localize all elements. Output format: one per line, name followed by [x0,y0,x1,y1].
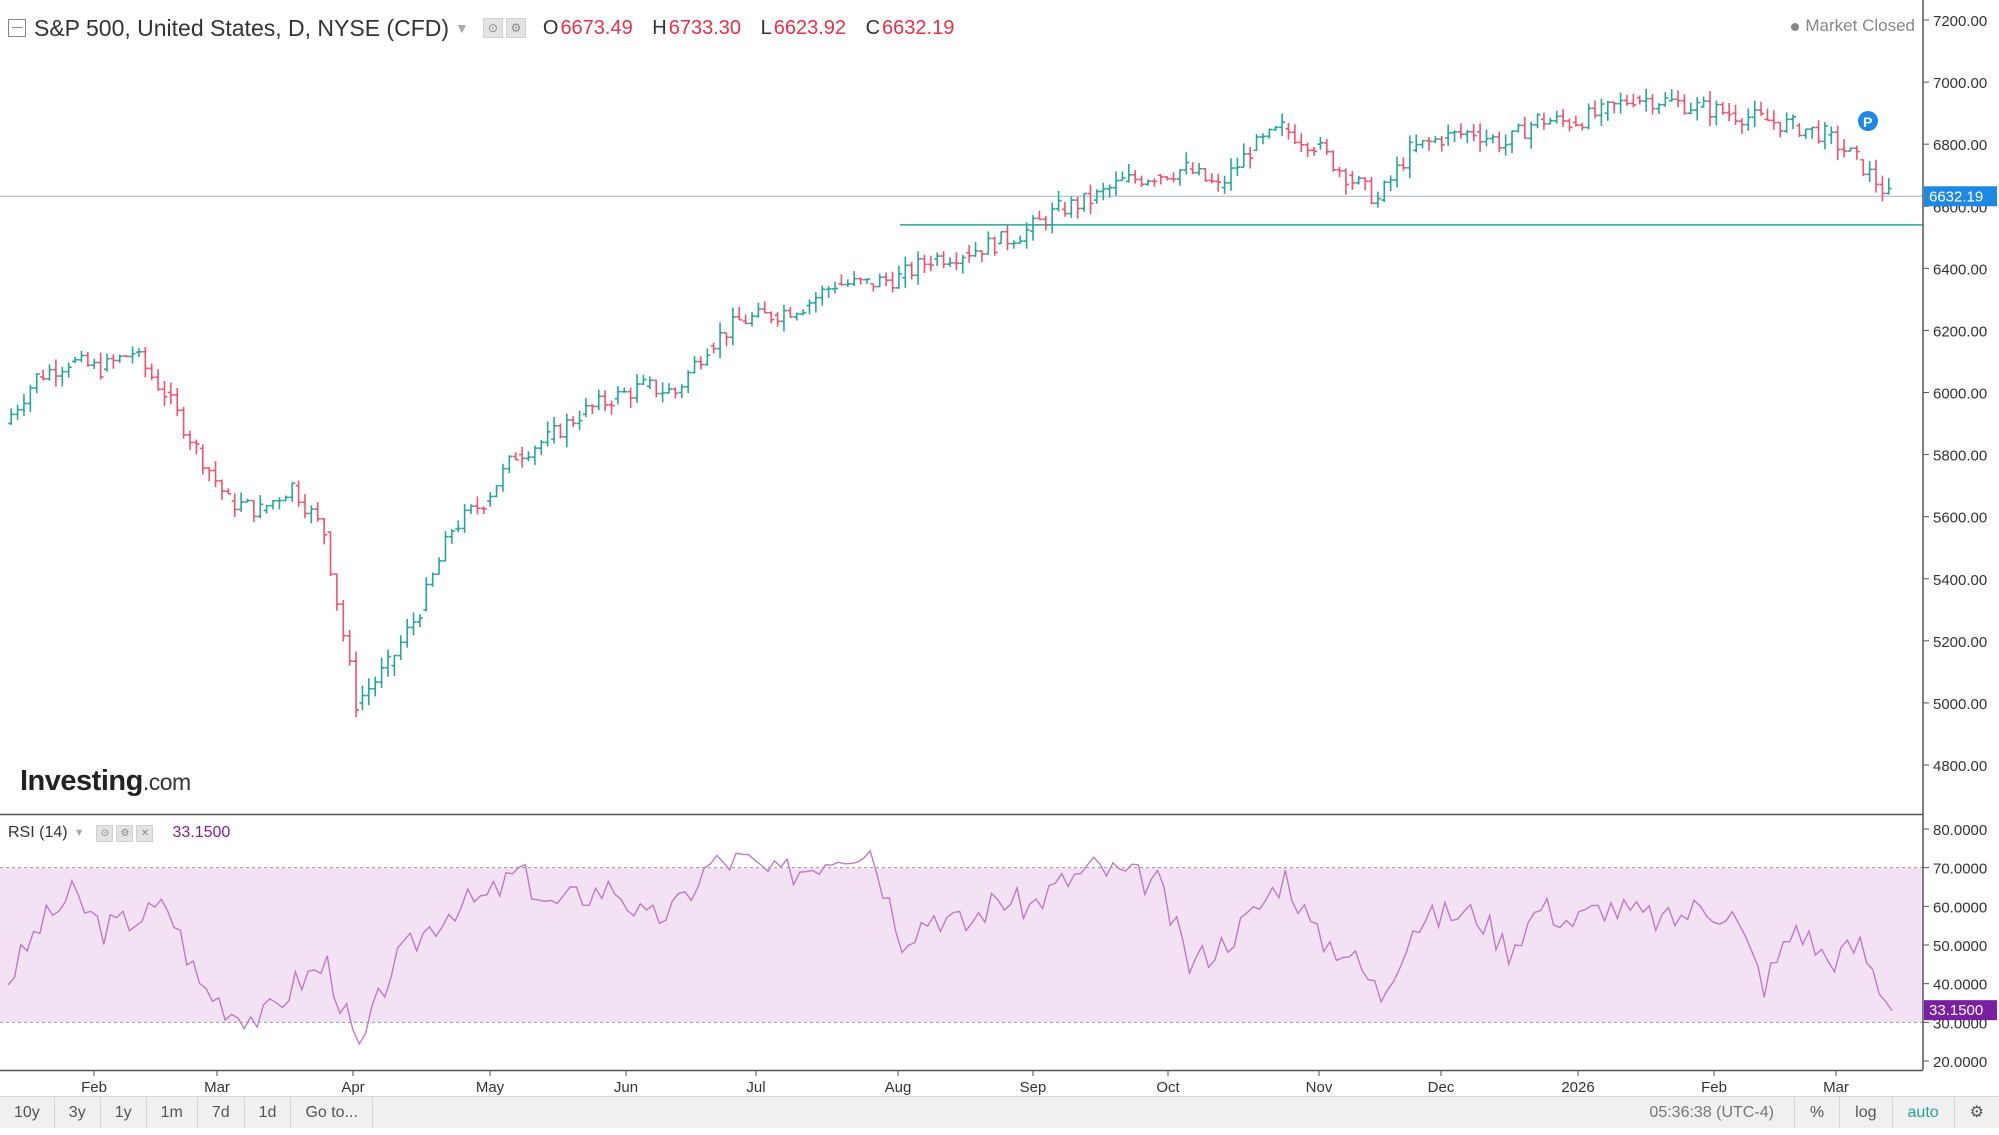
candles: P [8,88,1892,718]
gear-icon[interactable]: ⚙ [505,18,526,38]
market-status-text: Market Closed [1805,16,1915,35]
settings-icon[interactable]: ⊙ [482,18,503,38]
close-value: 6632.19 [882,16,955,39]
x-tick-label: Sep [1020,1079,1047,1096]
rsi-y-tick-label: 60.0000 [1933,899,1987,916]
gear-icon[interactable]: ⚙ [116,824,134,842]
y-tick-label: 5800.00 [1933,448,1987,465]
x-tick-label: Oct [1156,1079,1180,1096]
y-tick-label: 5400.00 [1933,572,1987,589]
range-10y-button[interactable]: 10y [0,1097,55,1128]
x-tick-label: Feb [1701,1079,1727,1096]
x-tick-label: Apr [341,1079,364,1096]
log-button[interactable]: log [1839,1097,1891,1128]
range-toolbar: 10y 3y 1y 1m 7d 1d Go to... 05:36:38 (UT… [0,1096,1999,1128]
toolbar-right: 05:36:38 (UTC-4) % log auto ⚙ [1649,1097,1999,1128]
high-value: 6733.30 [668,16,742,39]
x-tick-label: Mar [1823,1079,1849,1096]
range-1d-button[interactable]: 1d [245,1097,292,1128]
x-tick-label: May [476,1079,505,1096]
rsi-value-label: 33.1500 [1929,1002,1983,1019]
axes: 4800.00 5000.00 5200.00 5400.00 5600.00 5800.… [0,0,1997,1096]
y-tick-label: 6200.00 [1933,323,1987,340]
x-tick-label: Jul [746,1079,765,1096]
y-tick-label: 7000.00 [1933,75,1987,92]
y-tick-label: 5200.00 [1933,634,1987,651]
clock: 05:36:38 (UTC-4) [1649,1103,1774,1121]
open-value: 6673.49 [560,16,633,39]
close-icon[interactable]: ✕ [136,824,154,842]
range-1y-button[interactable]: 1y [101,1097,147,1128]
rsi-band [0,867,1923,1023]
settings-icon[interactable]: ⊙ [96,824,114,842]
high-label: H [652,16,667,39]
rsi-panel [0,849,1923,1046]
x-tick-label: Nov [1306,1079,1333,1096]
last-price-tag [1924,186,1997,207]
rsi-y-tick-label: 50.0000 [1933,938,1987,955]
auto-button[interactable]: auto [1891,1097,1954,1128]
rsi-value: 33.1500 [172,824,231,841]
y-tick-label: 4800.00 [1933,758,1987,775]
x-tick-label: 2026 [1561,1079,1594,1096]
y-tick-label: 5000.00 [1933,696,1987,713]
last-price-label: 6632.19 [1929,188,1983,205]
main-chart-area [0,195,1923,226]
rsi-y-tick-label: 80.0000 [1933,822,1987,839]
logo-main: Investing [20,765,143,797]
goto-button[interactable]: Go to... [291,1097,373,1128]
x-tick-label: Jun [614,1079,638,1096]
range-3y-button[interactable]: 3y [55,1097,101,1128]
x-tick-label: Dec [1428,1079,1455,1096]
range-1m-button[interactable]: 1m [147,1097,198,1128]
market-status: Market Closed [1791,16,1915,36]
rsi-label[interactable]: RSI (14) [8,824,68,841]
x-tick-label: Aug [885,1079,912,1096]
investing-logo: Investing.com [20,765,191,798]
x-tick-label: Mar [204,1079,230,1096]
info-p-icon [1858,111,1878,131]
rsi-header: RSI (14) ▼ ⊙ ⚙ ✕ 33.1500 [8,824,230,842]
rsi-line [7,849,1893,1046]
rsi-y-tick-label: 40.0000 [1933,977,1987,994]
open-label: O [542,16,559,39]
percent-button[interactable]: % [1793,1097,1839,1128]
logo-suffix: .com [142,769,191,795]
status-dot-icon [1791,22,1800,31]
y-tick-label: 7200.00 [1933,13,1987,30]
y-tick-label: 5600.00 [1933,510,1987,527]
info-p-label: P [1863,114,1872,130]
chart-header: S&P 500, United States, D, NYSE (CFD) ▼ … [8,12,968,44]
ohlc-readout: O 6673.49 H 6733.30 L 6623.92 C 6632.19 [543,17,968,40]
rsi-y-tick-label: 70.0000 [1933,861,1987,878]
rsi-value-tag [1924,1000,1997,1021]
collapse-icon[interactable] [8,19,26,37]
y-tick-label: 6000.00 [1933,386,1987,403]
caret-down-icon[interactable]: ▼ [455,20,469,36]
gear-icon[interactable]: ⚙ [1953,1097,1999,1128]
rsi-y-tick-label: 20.0000 [1933,1054,1987,1071]
x-tick-label: Feb [81,1079,107,1096]
low-label: L [760,16,772,39]
low-value: 6623.92 [773,16,847,39]
instrument-title[interactable]: S&P 500, United States, D, NYSE (CFD) [34,14,450,41]
y-tick-label: 6800.00 [1933,137,1987,154]
y-tick-label: 6400.00 [1933,261,1987,278]
range-7d-button[interactable]: 7d [198,1097,245,1128]
close-label: C [865,16,881,39]
caret-down-icon[interactable]: ▼ [73,827,85,839]
